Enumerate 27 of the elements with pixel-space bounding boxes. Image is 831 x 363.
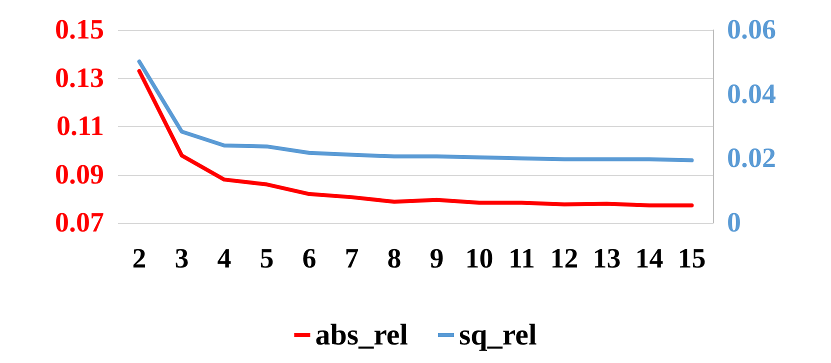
x-tick-label: 4 <box>217 244 232 274</box>
x-tick-label: 3 <box>174 244 189 274</box>
x-tick-label: 13 <box>592 244 621 274</box>
x-tick-label: 7 <box>344 244 359 274</box>
legend-label: sq_rel <box>459 318 537 352</box>
y2-tick-label: 0.04 <box>727 78 776 110</box>
line-series <box>137 69 694 208</box>
y-tick-label: 0.11 <box>56 111 104 142</box>
x-tick-label: 11 <box>508 244 535 274</box>
y-tick-label: 0.13 <box>55 62 104 94</box>
y2-tick-label: 0.06 <box>727 14 776 46</box>
legend-label: abs_rel <box>315 318 408 352</box>
x-tick-label: 5 <box>260 244 274 274</box>
x-tick-label: 2 <box>132 244 146 274</box>
x-tick-label: 10 <box>465 244 494 274</box>
y-tick-label: 0.15 <box>55 14 104 46</box>
y-tick-label: 0.09 <box>55 159 104 190</box>
x-tick-label: 8 <box>387 244 402 274</box>
x-tick-label: 9 <box>430 244 444 274</box>
y2-tick-label: 0.02 <box>727 143 776 174</box>
x-tick-label: 6 <box>302 244 316 274</box>
x-tick-label: 15 <box>678 244 706 274</box>
y2-tick-label: 0 <box>727 208 741 238</box>
y-tick-label: 0.07 <box>55 208 104 238</box>
x-tick-label: 14 <box>635 244 664 274</box>
line-series <box>137 60 694 162</box>
x-tick-label: 12 <box>550 244 578 274</box>
